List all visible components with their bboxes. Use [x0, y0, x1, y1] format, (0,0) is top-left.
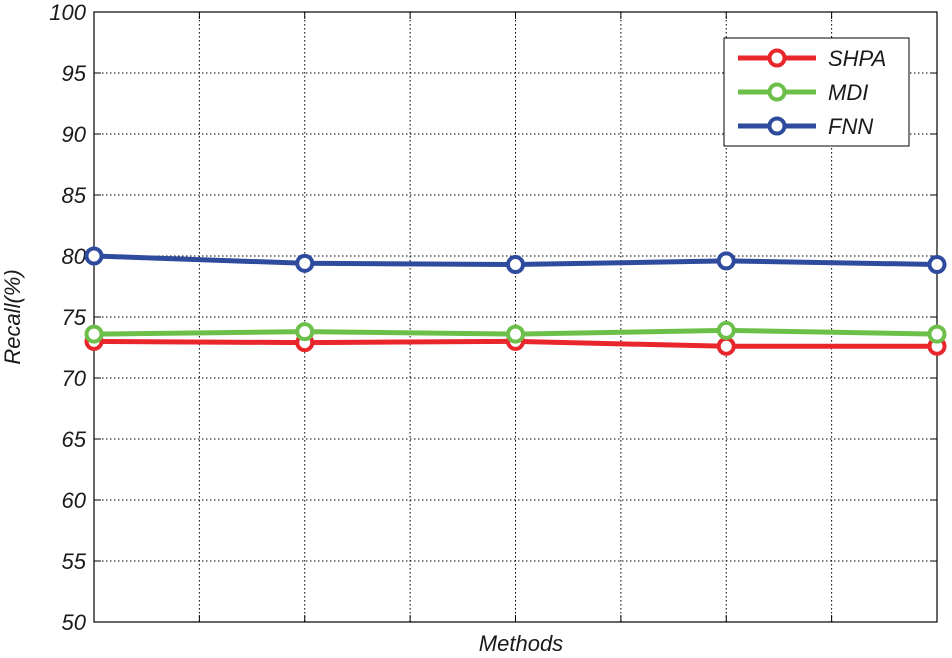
y-tick-label: 85 [62, 183, 87, 208]
y-tick-label: 70 [62, 366, 87, 391]
y-tick-label: 95 [62, 61, 87, 86]
legend-label-fnn: FNN [828, 114, 873, 139]
y-tick-label: 75 [62, 305, 87, 330]
y-axis-label: Recall(%) [0, 269, 25, 364]
data-point-fnn [716, 251, 736, 271]
plot-frame [93, 11, 938, 623]
series-lines [84, 246, 947, 356]
data-point-fnn [927, 255, 947, 275]
y-tick-label: 50 [62, 610, 87, 635]
data-point-mdi [506, 324, 525, 344]
tick-labels: 50 55 60 65 70 75 80 85 90 95 100 [49, 0, 86, 635]
legend-label-shpa: SHPA [828, 46, 886, 71]
legend-label-mdi: MDI [828, 80, 868, 105]
y-tick-label: 65 [62, 427, 87, 452]
data-point-mdi [927, 324, 947, 344]
y-tick-label: 90 [62, 122, 87, 147]
axes [93, 11, 938, 623]
data-point-mdi [716, 320, 736, 340]
legend-marker-shpa [767, 48, 787, 68]
legend: SHPA MDI FNN [723, 37, 910, 147]
data-point-fnn [84, 246, 104, 266]
data-point-mdi [84, 324, 104, 344]
data-point-fnn [295, 253, 315, 273]
y-tick-label: 60 [62, 488, 87, 513]
y-tick-label: 100 [49, 0, 86, 25]
data-point-shpa [716, 336, 736, 356]
legend-marker-mdi [767, 82, 787, 102]
x-axis-label: Methods [479, 631, 563, 656]
legend-marker-fnn [767, 116, 787, 136]
y-tick-label: 80 [62, 244, 87, 269]
data-point-fnn [506, 255, 525, 275]
y-tick-label: 55 [62, 549, 87, 574]
data-point-mdi [295, 322, 315, 342]
